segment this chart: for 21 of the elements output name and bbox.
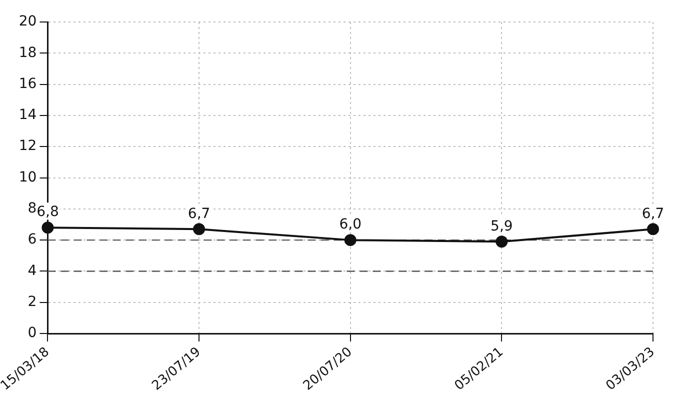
y-tick-label: 0 bbox=[28, 325, 37, 342]
y-tick-label: 6 bbox=[28, 232, 37, 248]
y-tick-label: 8 bbox=[28, 200, 37, 217]
y-tick-label: 12 bbox=[18, 138, 37, 154]
point bbox=[496, 236, 508, 248]
y-tick-label: 10 bbox=[18, 169, 37, 186]
y-tick-label: 16 bbox=[18, 76, 37, 92]
point bbox=[344, 234, 356, 246]
point bbox=[647, 223, 659, 236]
data-label: 6,8 bbox=[36, 204, 59, 220]
y-tick-label: 4 bbox=[28, 262, 37, 279]
y-tick-label: 18 bbox=[18, 44, 37, 61]
data-label: 5,9 bbox=[490, 218, 513, 234]
y-tick-label: 14 bbox=[18, 107, 37, 124]
data-label: 6,0 bbox=[339, 216, 362, 233]
y-tick-label: 20 bbox=[18, 14, 37, 30]
data-label: 6,7 bbox=[188, 206, 210, 222]
point bbox=[193, 223, 206, 236]
y-tick-label: 2 bbox=[28, 294, 37, 310]
data-label: 6,7 bbox=[642, 206, 664, 222]
point bbox=[42, 222, 54, 234]
